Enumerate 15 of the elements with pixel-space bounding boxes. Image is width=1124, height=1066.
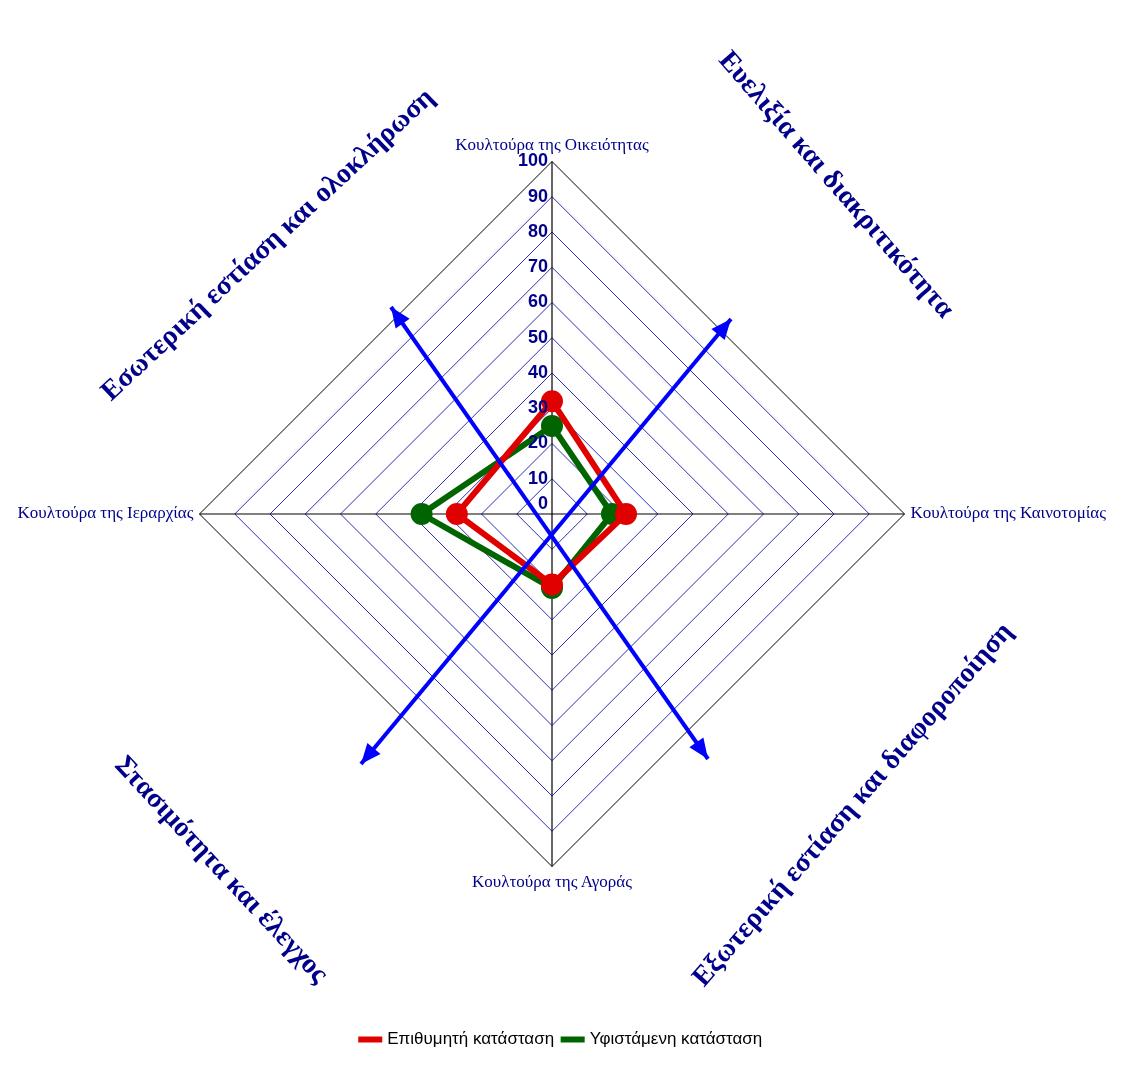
spoke-label: Κουλτούρα της Ιεραρχίας [17,503,194,523]
y-tick-label: 70 [527,256,548,277]
y-tick-label: 10 [527,467,548,488]
y-tick-label: 20 [527,432,548,453]
spoke-label: Κουλτούρα της Αγοράς [472,872,633,892]
y-tick-label: 90 [527,185,548,206]
y-tick-label: 0 [537,492,548,513]
y-tick-label: 50 [527,326,548,347]
spoke-label: Κουλτούρα της Καινοτομίας [910,503,1107,523]
y-tick-label: 60 [527,291,548,312]
y-tick-label: 80 [527,220,548,241]
legend-label: Υφιστάμενη κατάσταση [589,1029,763,1049]
spoke-label: Κουλτούρα της Οικειότητας [455,134,649,154]
legend-label: Επιθυμητή κατάσταση [387,1029,555,1049]
y-tick-label: 40 [527,361,548,382]
